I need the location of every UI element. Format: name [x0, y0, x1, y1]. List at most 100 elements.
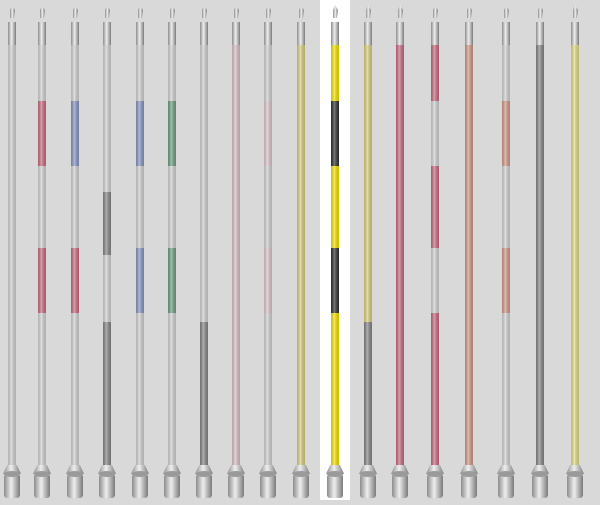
pole-cap: [136, 22, 144, 45]
pole-cap: [571, 22, 579, 45]
pole-shine: [465, 45, 473, 465]
pole-shine: [536, 45, 544, 465]
pole-foot: [132, 474, 148, 498]
pole-cap: [331, 22, 339, 45]
pole-shine: [200, 45, 208, 465]
pole-foot: [164, 474, 180, 498]
pole-foot-rim: [99, 471, 115, 477]
pole-foot: [327, 474, 343, 498]
pole-tip: [73, 5, 78, 18]
pole[interactable]: [131, 5, 149, 498]
pole-shine: [297, 45, 305, 465]
pole-tip: [398, 5, 403, 18]
pole-tip: [299, 5, 304, 18]
pole-foot: [34, 474, 50, 498]
pole-foot-rim: [567, 471, 583, 477]
pole[interactable]: [497, 5, 515, 498]
pole[interactable]: [326, 5, 344, 498]
pole-shine: [71, 45, 79, 465]
pole-cap: [168, 22, 176, 45]
pole-tip: [467, 5, 472, 18]
pole-foot-rim: [164, 471, 180, 477]
pole[interactable]: [359, 5, 377, 498]
pole-shine: [38, 45, 46, 465]
pole[interactable]: [259, 5, 277, 498]
pole-foot-rim: [360, 471, 376, 477]
pole-cap: [297, 22, 305, 45]
pole-foot: [293, 474, 309, 498]
pole-cap: [200, 22, 208, 45]
pole[interactable]: [460, 5, 478, 498]
pole[interactable]: [292, 5, 310, 498]
pole[interactable]: [195, 5, 213, 498]
pole-foot-rim: [293, 471, 309, 477]
pole-tip: [105, 5, 110, 18]
pole-foot-rim: [461, 471, 477, 477]
pole[interactable]: [531, 5, 549, 498]
pole-shine: [8, 45, 16, 465]
pole-tip: [10, 5, 15, 18]
pole-cap: [264, 22, 272, 45]
pole-cap: [364, 22, 372, 45]
pole-foot-rim: [392, 471, 408, 477]
pole[interactable]: [33, 5, 51, 498]
pole-cap: [38, 22, 46, 45]
pole-tip: [170, 5, 175, 18]
pole[interactable]: [3, 5, 21, 498]
pole-foot: [461, 474, 477, 498]
pole-tip: [504, 5, 509, 18]
pole-tip: [333, 5, 338, 18]
pole-foot-rim: [427, 471, 443, 477]
pole[interactable]: [426, 5, 444, 498]
pole-foot-rim: [498, 471, 514, 477]
pole-tip: [573, 5, 578, 18]
pole-tip: [40, 5, 45, 18]
pole-foot: [228, 474, 244, 498]
pole-cap: [103, 22, 111, 45]
pole-cap: [502, 22, 510, 45]
pole-foot-rim: [67, 471, 83, 477]
pole-foot-rim: [34, 471, 50, 477]
pole-foot-rim: [228, 471, 244, 477]
pole-tip: [433, 5, 438, 18]
pole-shine: [264, 45, 272, 465]
pole[interactable]: [66, 5, 84, 498]
pole-cap: [431, 22, 439, 45]
pole-shine: [136, 45, 144, 465]
pole-tip: [234, 5, 239, 18]
pole-cap: [71, 22, 79, 45]
pole-shine: [502, 45, 510, 465]
pole[interactable]: [227, 5, 245, 498]
pole-foot: [67, 474, 83, 498]
pole[interactable]: [163, 5, 181, 498]
pole-tip: [202, 5, 207, 18]
pole-foot: [4, 474, 20, 498]
pole-shine: [331, 45, 339, 465]
pole-foot-rim: [4, 471, 20, 477]
pole-foot-rim: [327, 471, 343, 477]
pole-foot-rim: [532, 471, 548, 477]
pole-foot: [392, 474, 408, 498]
pole[interactable]: [98, 5, 116, 498]
pole-shine: [571, 45, 579, 465]
pole-shine: [364, 45, 372, 465]
pole-shine: [103, 45, 111, 465]
pole-foot: [532, 474, 548, 498]
pole-cap: [232, 22, 240, 45]
pole[interactable]: [391, 5, 409, 498]
pole-foot: [196, 474, 212, 498]
pole-foot-rim: [132, 471, 148, 477]
pole-shine: [396, 45, 404, 465]
pole-foot: [427, 474, 443, 498]
pole-tip: [266, 5, 271, 18]
pole-foot: [498, 474, 514, 498]
pole-cap: [465, 22, 473, 45]
pole[interactable]: [566, 5, 584, 498]
pole-foot: [360, 474, 376, 498]
pole-cap: [536, 22, 544, 45]
pole-foot: [99, 474, 115, 498]
pole-foot-rim: [260, 471, 276, 477]
pole-foot-rim: [196, 471, 212, 477]
